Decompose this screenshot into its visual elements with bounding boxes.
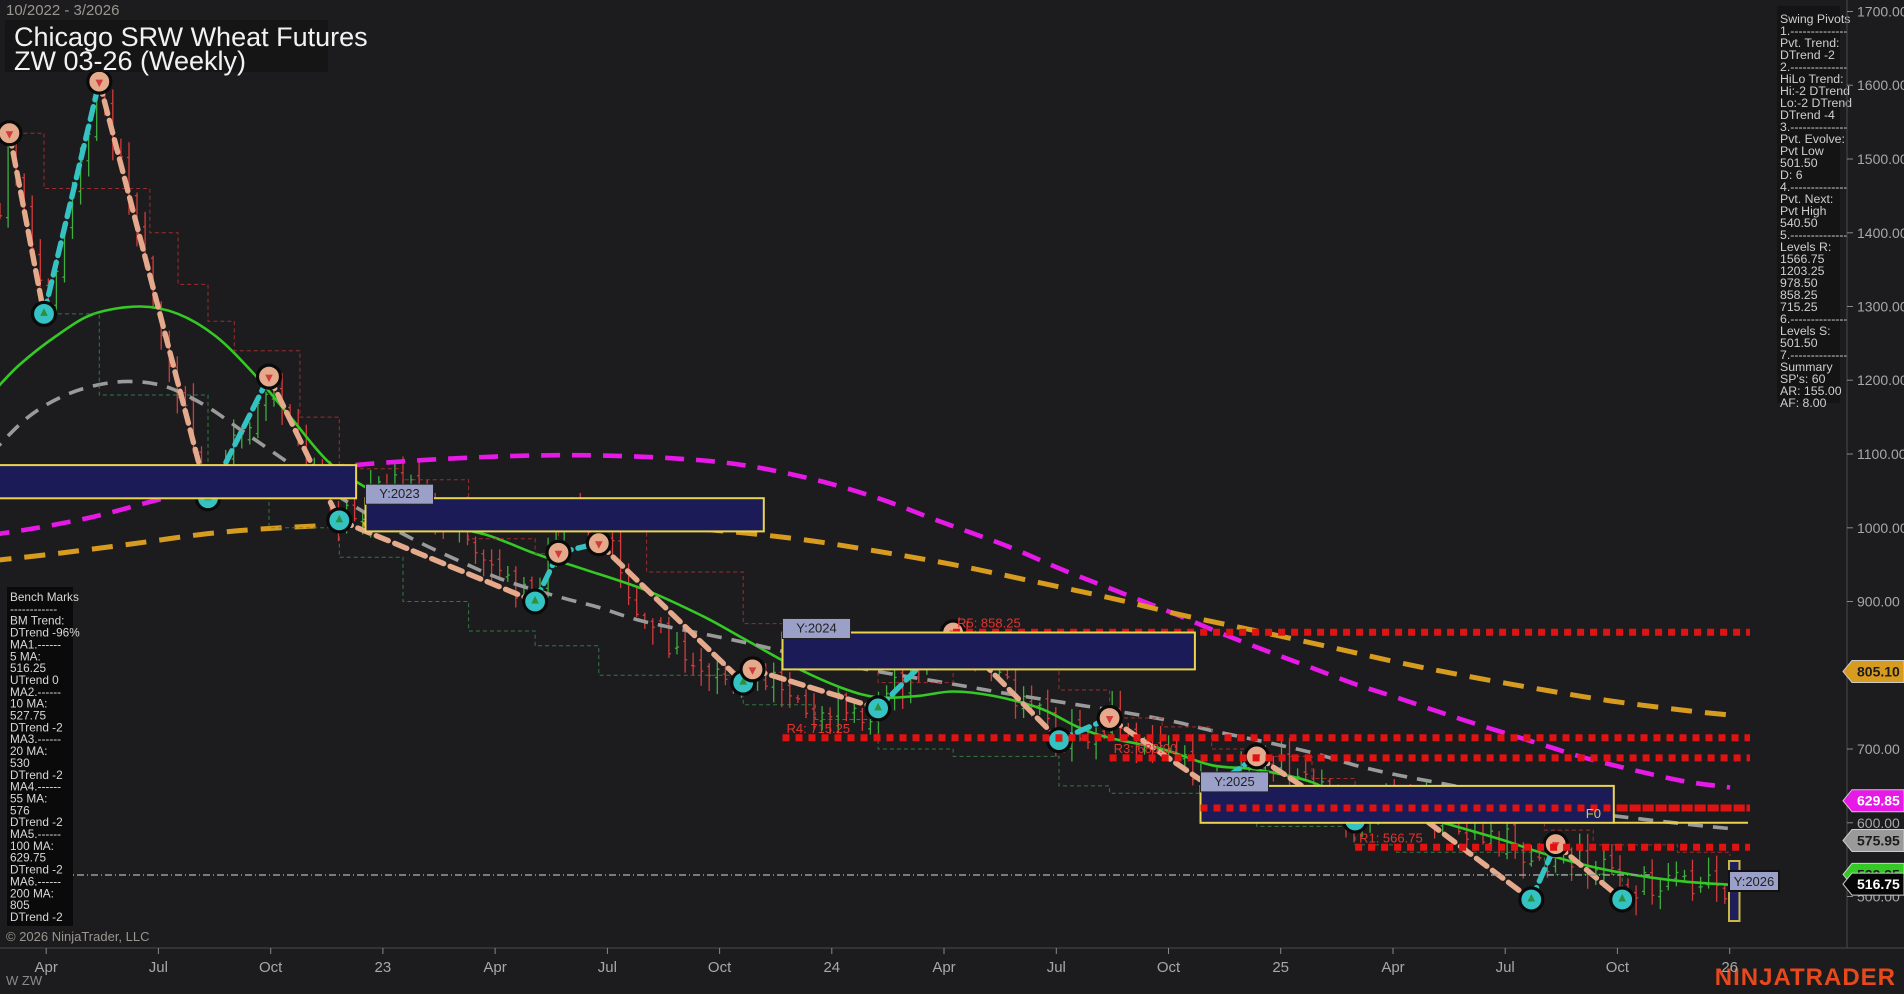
svg-text:R3: 688.00: R3: 688.00 — [1114, 741, 1178, 756]
svg-text:10/2022 - 3/2026: 10/2022 - 3/2026 — [6, 2, 119, 19]
svg-text:Y:2023: Y:2023 — [379, 486, 420, 501]
svg-text:1000.00: 1000.00 — [1857, 520, 1904, 536]
svg-text:DTrend -2: DTrend -2 — [10, 910, 63, 924]
svg-text:AF: 8.00: AF: 8.00 — [1780, 396, 1827, 410]
svg-text:F0: F0 — [1586, 806, 1601, 821]
svg-text:1700.00: 1700.00 — [1857, 4, 1904, 20]
svg-text:Jul: Jul — [1047, 959, 1066, 976]
svg-text:23: 23 — [375, 959, 392, 976]
svg-text:Jul: Jul — [1496, 959, 1515, 976]
svg-text:700.00: 700.00 — [1857, 741, 1900, 757]
svg-text:575.95: 575.95 — [1857, 833, 1900, 849]
svg-text:Oct: Oct — [708, 959, 732, 976]
svg-text:NINJATRADER: NINJATRADER — [1715, 964, 1896, 991]
svg-text:25: 25 — [1272, 959, 1289, 976]
svg-text:Oct: Oct — [1606, 959, 1630, 976]
svg-text:24: 24 — [823, 959, 840, 976]
svg-text:1400.00: 1400.00 — [1857, 225, 1904, 241]
svg-text:Apr: Apr — [483, 959, 506, 976]
svg-text:Apr: Apr — [932, 959, 955, 976]
svg-text:Oct: Oct — [259, 959, 283, 976]
svg-text:Y:2025: Y:2025 — [1214, 774, 1255, 789]
svg-text:© 2026 NinjaTrader, LLC: © 2026 NinjaTrader, LLC — [6, 929, 150, 944]
svg-text:Apr: Apr — [1381, 959, 1404, 976]
svg-text:1600.00: 1600.00 — [1857, 77, 1904, 93]
svg-text:ZW 03-26 (Weekly): ZW 03-26 (Weekly) — [14, 46, 246, 76]
svg-text:629.85: 629.85 — [1857, 793, 1900, 809]
svg-text:R1: 566.75: R1: 566.75 — [1359, 830, 1423, 845]
svg-text:Jul: Jul — [598, 959, 617, 976]
svg-text:805.10: 805.10 — [1857, 664, 1900, 680]
svg-text:1100.00: 1100.00 — [1857, 446, 1904, 462]
svg-text:Y:2026: Y:2026 — [1734, 874, 1775, 889]
svg-text:Oct: Oct — [1157, 959, 1181, 976]
svg-text:R4: 715.25: R4: 715.25 — [787, 721, 851, 736]
svg-text:1300.00: 1300.00 — [1857, 299, 1904, 315]
svg-text:Y:2024: Y:2024 — [796, 621, 837, 636]
svg-text:516.75: 516.75 — [1857, 876, 1900, 892]
svg-text:1500.00: 1500.00 — [1857, 151, 1904, 167]
svg-text:26: 26 — [1721, 959, 1738, 976]
svg-text:Jul: Jul — [149, 959, 168, 976]
svg-text:R5: 858.25: R5: 858.25 — [957, 615, 1021, 630]
svg-text:900.00: 900.00 — [1857, 594, 1900, 610]
svg-text:Apr: Apr — [35, 959, 58, 976]
svg-text:600.00: 600.00 — [1857, 815, 1900, 831]
svg-text:1200.00: 1200.00 — [1857, 372, 1904, 388]
